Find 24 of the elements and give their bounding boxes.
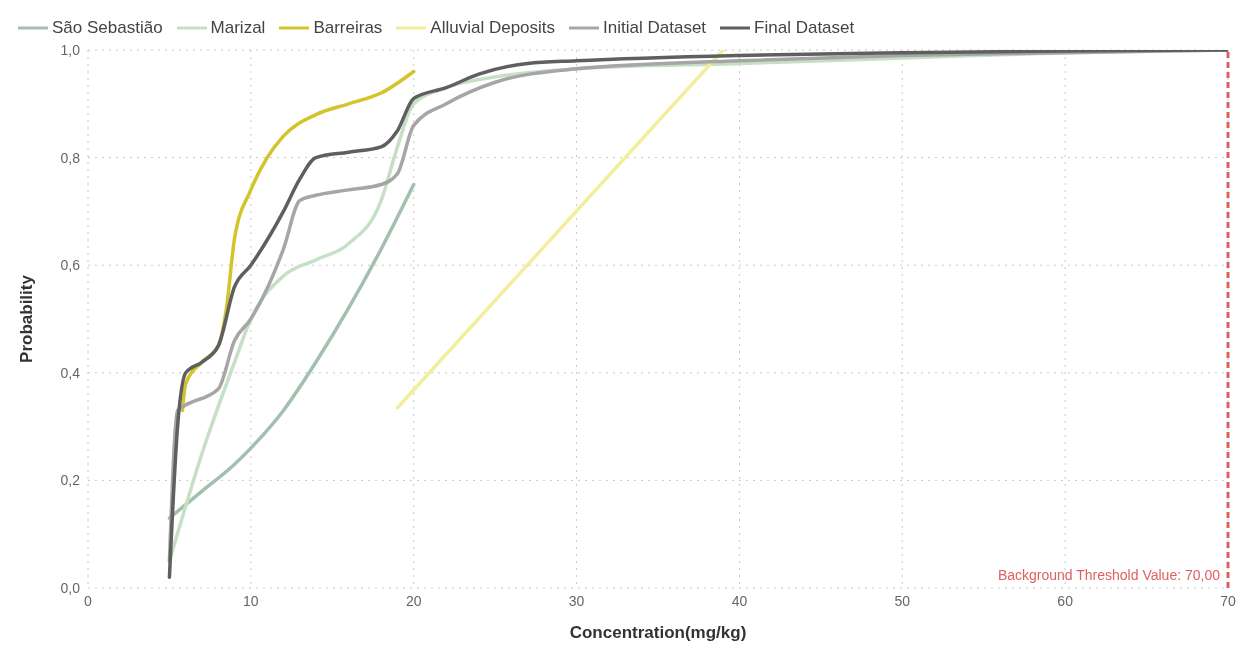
x-tick-label: 40 (731, 592, 748, 609)
legend-label: Alluvial Deposits (430, 18, 556, 38)
legend-label: Marizal (210, 18, 266, 38)
x-axis-title: Concentration(mg/kg) (569, 623, 747, 642)
legend-label: Barreiras (313, 18, 383, 38)
y-tick-label: 0,0 (60, 579, 81, 596)
line-series (167, 182, 416, 520)
y-tick-label: 0,2 (60, 472, 81, 489)
y-tick-label: 0,6 (60, 257, 81, 274)
x-tick-label: 20 (405, 592, 422, 609)
x-tick-label: 0 (84, 592, 93, 609)
legend-label: Final Dataset (754, 18, 855, 38)
x-tick-label: 10 (243, 592, 259, 609)
x-tick-label: 30 (568, 592, 585, 609)
y-axis-title: Probability (17, 274, 37, 363)
y-tick-label: 0,4 (60, 364, 81, 381)
legend-label: São Sebastião (52, 18, 163, 38)
x-tick-label: 60 (1057, 592, 1074, 609)
x-tick-label: 50 (894, 592, 911, 609)
ref-line-label: Background Threshold Value: 70,00 (997, 567, 1221, 583)
y-tick-label: 1,0 (60, 41, 81, 58)
x-tick-label: 70 (1220, 592, 1236, 609)
legend-label: Initial Dataset (603, 18, 707, 38)
y-tick-label: 0,8 (60, 149, 81, 166)
